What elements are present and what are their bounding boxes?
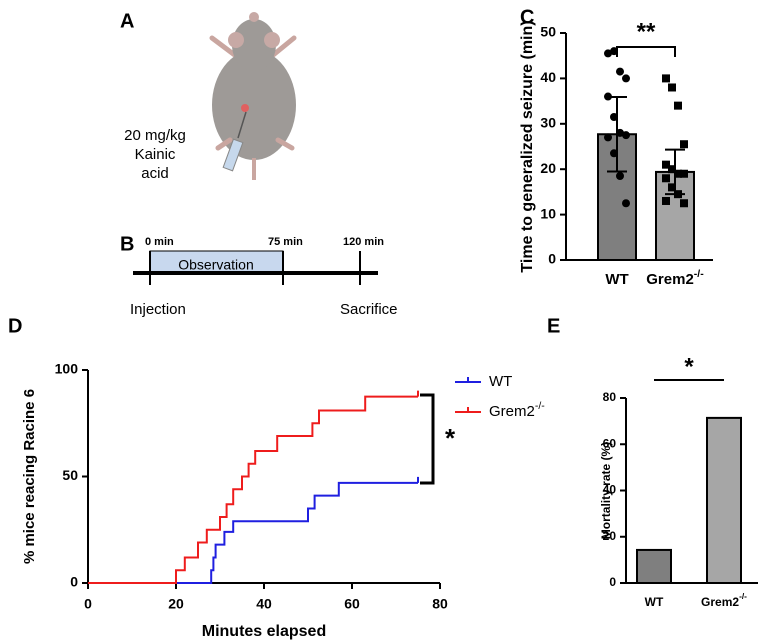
significance: ** <box>637 18 656 45</box>
data-point <box>616 172 624 181</box>
y-tick-label: 40 <box>540 69 556 85</box>
step-line <box>88 395 418 584</box>
time-label: 120 min <box>343 236 384 248</box>
data-point <box>610 149 618 158</box>
y-tick-label: 0 <box>609 575 616 589</box>
panel-letter: D <box>8 315 22 337</box>
injection-text: acid <box>141 165 169 182</box>
period-label: Observation <box>178 257 253 273</box>
x-tick-label: Grem2-/- <box>646 268 704 288</box>
data-point <box>680 199 688 208</box>
panel-letter: B <box>120 233 134 255</box>
y-tick-label: 30 <box>540 115 556 131</box>
y-tick-label: 20 <box>540 160 556 176</box>
data-point <box>616 67 624 76</box>
bar <box>636 548 672 585</box>
panel-letter: E <box>547 315 560 337</box>
time-label: 75 min <box>268 236 303 248</box>
y-tick-label: 0 <box>548 251 556 267</box>
y-tick-label: 50 <box>62 467 78 483</box>
data-point <box>680 169 688 178</box>
data-point <box>668 183 676 192</box>
y-axis-label: Time to generalized seizure (min) <box>519 20 536 272</box>
data-point <box>668 165 676 174</box>
x-tick-label: 80 <box>432 596 448 612</box>
panel-letter: C <box>520 6 534 28</box>
data-point <box>662 174 670 183</box>
panel-letter: A <box>120 10 134 32</box>
data-point <box>622 131 630 140</box>
significance-bracket <box>420 393 435 485</box>
data-point <box>674 101 682 110</box>
y-tick-label: 80 <box>603 390 617 404</box>
event-label: Sacrifice <box>340 301 398 318</box>
legend-label: WT <box>489 373 512 390</box>
y-tick-label: 10 <box>540 205 556 221</box>
data-point <box>662 196 670 205</box>
data-point <box>622 74 630 83</box>
data-point <box>622 199 630 208</box>
y-tick-label: 60 <box>603 436 617 450</box>
y-tick-label: 0 <box>70 574 78 590</box>
x-tick-label: Grem2-/- <box>701 591 747 609</box>
step-line <box>88 481 418 584</box>
significance: * <box>684 353 694 380</box>
legend-label: Grem2-/- <box>489 400 545 420</box>
mouse-illustration <box>209 12 297 180</box>
y-axis-label: Mortality rate (%) <box>599 442 613 539</box>
event-label: Injection <box>130 301 186 318</box>
x-tick-label: WT <box>645 595 664 609</box>
data-point <box>680 140 688 149</box>
y-axis-label: % mice reacing Racine 6 <box>21 389 38 564</box>
time-label: 0 min <box>145 236 174 248</box>
bar <box>706 416 742 585</box>
significance-bracket <box>616 46 676 57</box>
data-point <box>610 112 618 121</box>
y-tick-label: 20 <box>603 529 617 543</box>
significance: * <box>445 423 456 453</box>
data-point <box>604 92 612 101</box>
data-point <box>662 160 670 169</box>
x-tick-label: 20 <box>168 596 184 612</box>
x-tick-label: 0 <box>84 596 92 612</box>
data-point <box>604 133 612 142</box>
data-point <box>662 74 670 83</box>
x-tick-label: WT <box>605 271 628 288</box>
data-point <box>674 169 682 178</box>
y-tick-label: 40 <box>603 483 617 497</box>
data-point <box>604 49 612 58</box>
x-axis-label: Minutes elapsed <box>202 623 326 640</box>
data-point <box>674 190 682 199</box>
data-point <box>616 128 624 137</box>
x-tick-label: 60 <box>344 596 360 612</box>
injection-text: 20 mg/kg <box>124 127 186 144</box>
injection-text: Kainic <box>135 146 176 163</box>
data-point <box>668 83 676 92</box>
y-tick-label: 50 <box>540 24 556 40</box>
y-tick-label: 100 <box>55 361 79 377</box>
x-tick-label: 40 <box>256 596 272 612</box>
